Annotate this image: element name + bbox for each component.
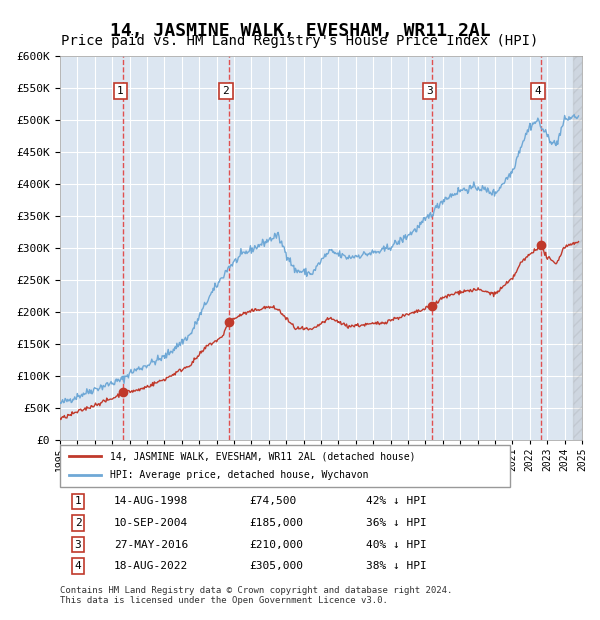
- Text: 10-SEP-2004: 10-SEP-2004: [114, 518, 188, 528]
- Text: 27-MAY-2016: 27-MAY-2016: [114, 539, 188, 549]
- Text: 36% ↓ HPI: 36% ↓ HPI: [366, 518, 427, 528]
- Text: 14-AUG-1998: 14-AUG-1998: [114, 497, 188, 507]
- Text: 4: 4: [535, 86, 541, 96]
- Text: 42% ↓ HPI: 42% ↓ HPI: [366, 497, 427, 507]
- Text: 18-AUG-2022: 18-AUG-2022: [114, 561, 188, 571]
- Text: £185,000: £185,000: [249, 518, 303, 528]
- Text: 1: 1: [117, 86, 124, 96]
- Text: £305,000: £305,000: [249, 561, 303, 571]
- Text: 3: 3: [427, 86, 433, 96]
- Text: 40% ↓ HPI: 40% ↓ HPI: [366, 539, 427, 549]
- Text: 14, JASMINE WALK, EVESHAM, WR11 2AL (detached house): 14, JASMINE WALK, EVESHAM, WR11 2AL (det…: [110, 451, 415, 461]
- FancyBboxPatch shape: [60, 445, 510, 487]
- Text: £210,000: £210,000: [249, 539, 303, 549]
- Text: 2: 2: [74, 518, 82, 528]
- Text: 4: 4: [74, 561, 82, 571]
- Text: HPI: Average price, detached house, Wychavon: HPI: Average price, detached house, Wych…: [110, 470, 368, 480]
- Text: 38% ↓ HPI: 38% ↓ HPI: [366, 561, 427, 571]
- Text: Price paid vs. HM Land Registry's House Price Index (HPI): Price paid vs. HM Land Registry's House …: [61, 34, 539, 48]
- Text: 3: 3: [74, 539, 82, 549]
- Text: 1: 1: [74, 497, 82, 507]
- Text: 14, JASMINE WALK, EVESHAM, WR11 2AL: 14, JASMINE WALK, EVESHAM, WR11 2AL: [110, 22, 490, 40]
- Text: 2: 2: [223, 86, 229, 96]
- Text: This data is licensed under the Open Government Licence v3.0.: This data is licensed under the Open Gov…: [60, 596, 388, 606]
- Text: Contains HM Land Registry data © Crown copyright and database right 2024.: Contains HM Land Registry data © Crown c…: [60, 586, 452, 595]
- Text: £74,500: £74,500: [249, 497, 296, 507]
